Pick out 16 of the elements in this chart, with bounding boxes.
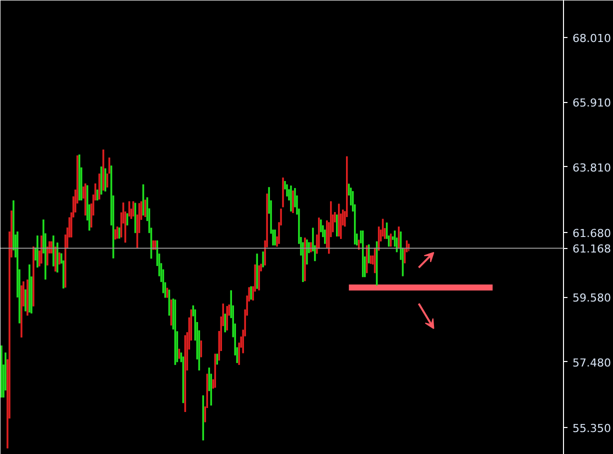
y-tick-label: 57.480: [572, 356, 611, 370]
candlestick: [336, 214, 338, 237]
y-tick-label: 68.010: [572, 32, 611, 45]
candlestick: [200, 340, 202, 358]
y-tick-label: 65.910: [572, 96, 611, 110]
candlestick: [58, 252, 60, 265]
candlestick: [292, 190, 294, 214]
y-tick-label: 59.580: [572, 292, 611, 305]
ref-line-label: 61.168: [572, 242, 611, 256]
candlestick: [224, 313, 226, 333]
y-tick-label: 63.810: [572, 161, 611, 174]
y-tick-label: 61.680: [572, 226, 611, 240]
y-tick-label: 55.350: [572, 422, 611, 435]
candlestick: [324, 229, 326, 244]
candlestick: [24, 288, 26, 312]
candlestick: [262, 251, 264, 268]
